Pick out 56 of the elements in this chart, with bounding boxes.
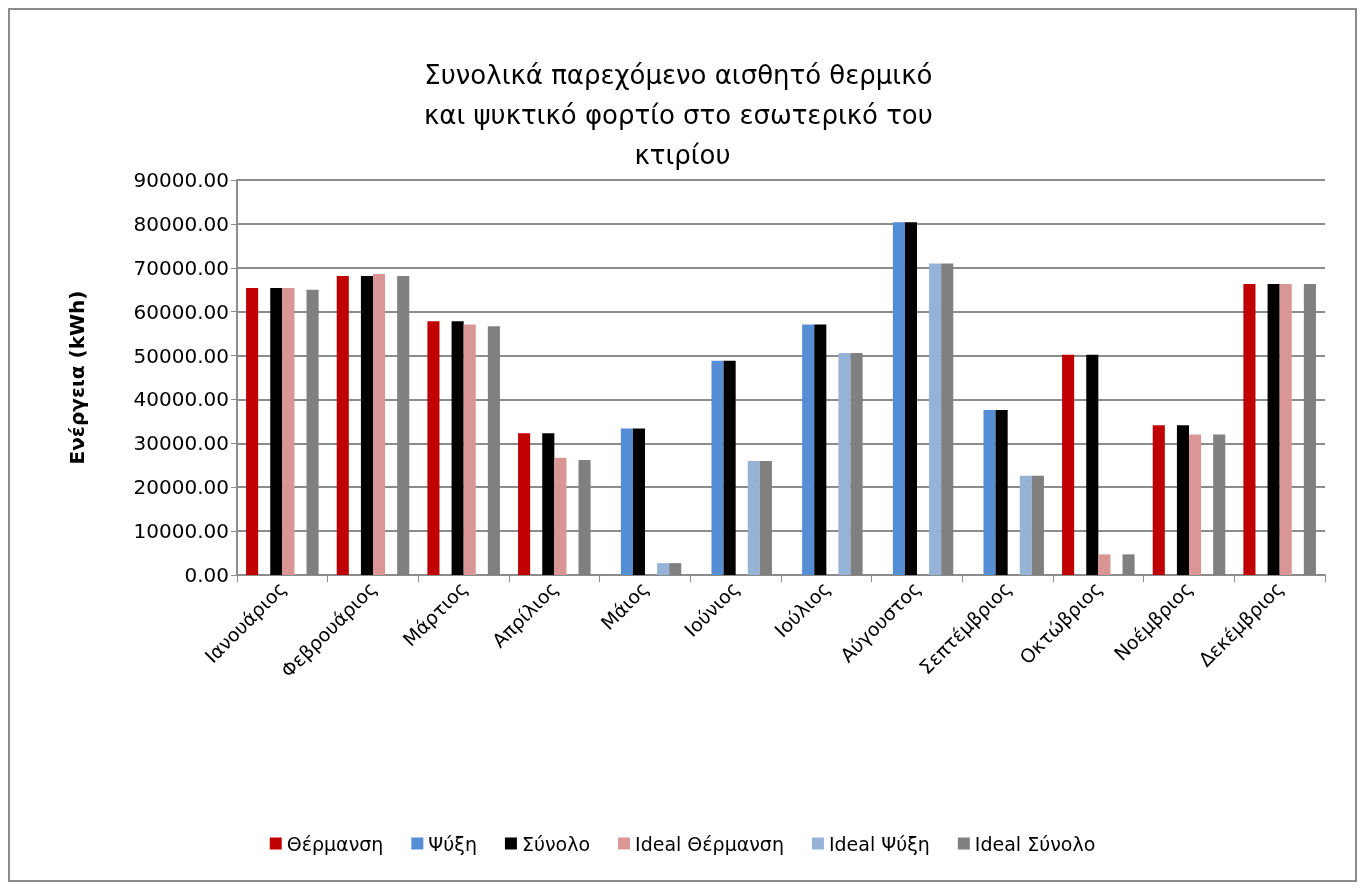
legend-label: Σύνολο bbox=[521, 832, 591, 855]
bar bbox=[657, 563, 670, 575]
bar bbox=[747, 460, 760, 575]
legend-label: Ideal Σύνολο bbox=[974, 832, 1096, 855]
bar bbox=[246, 287, 259, 575]
bar bbox=[1279, 284, 1292, 575]
legend-label: Θέρμανση bbox=[286, 832, 384, 855]
bar bbox=[983, 409, 996, 575]
legend-label: Ideal Ψύξη bbox=[828, 832, 930, 855]
bar bbox=[904, 222, 917, 575]
y-tick-label: 40000.00 bbox=[133, 387, 229, 412]
chart-title: Συνολικά παρεχόμενο αισθητό θερμικό και ψυκτικό φορτίο στο εσωτερικό του κτιρίου bbox=[423, 60, 942, 170]
bar bbox=[1098, 554, 1111, 575]
bar bbox=[995, 409, 1008, 575]
bar bbox=[463, 324, 476, 575]
bar bbox=[1243, 284, 1256, 575]
y-tick-label: 80000.00 bbox=[133, 211, 229, 236]
y-tick-label: 70000.00 bbox=[133, 255, 229, 280]
bar bbox=[1062, 354, 1075, 575]
bar bbox=[451, 321, 464, 575]
legend-label: Ideal Θέρμανση bbox=[635, 832, 784, 855]
bar bbox=[669, 563, 682, 575]
bar bbox=[373, 273, 386, 575]
bar bbox=[1176, 425, 1189, 575]
bar bbox=[360, 276, 373, 575]
y-tick-label: 20000.00 bbox=[133, 475, 229, 500]
bar bbox=[711, 360, 724, 575]
y-tick-label: 10000.00 bbox=[133, 519, 229, 544]
bar bbox=[554, 457, 567, 575]
bar bbox=[723, 360, 736, 575]
legend-label: Ψύξη bbox=[428, 832, 477, 855]
bar bbox=[427, 321, 440, 575]
bar bbox=[270, 287, 283, 575]
bar bbox=[892, 222, 905, 575]
bar bbox=[929, 263, 942, 575]
bar bbox=[1267, 284, 1280, 575]
bar bbox=[802, 324, 815, 575]
bar bbox=[620, 428, 633, 575]
y-tick-label: 0.00 bbox=[184, 563, 229, 587]
bar bbox=[1189, 434, 1202, 575]
bar bbox=[282, 287, 295, 575]
bar bbox=[518, 433, 531, 575]
bar bbox=[336, 276, 349, 575]
y-tick-label: 60000.00 bbox=[133, 299, 229, 324]
bar bbox=[1019, 475, 1032, 575]
bar bbox=[1152, 425, 1165, 575]
y-tick-label: 50000.00 bbox=[133, 343, 229, 368]
bar bbox=[632, 428, 645, 575]
bar bbox=[542, 433, 555, 575]
y-axis-title: Ενέργεια (kWh) bbox=[65, 290, 89, 465]
y-tick-label: 30000.00 bbox=[133, 431, 229, 456]
bar bbox=[1122, 554, 1135, 575]
bar bbox=[838, 352, 851, 575]
bar bbox=[814, 324, 827, 575]
bar bbox=[1086, 354, 1099, 575]
y-tick-label: 90000.00 bbox=[133, 168, 229, 192]
